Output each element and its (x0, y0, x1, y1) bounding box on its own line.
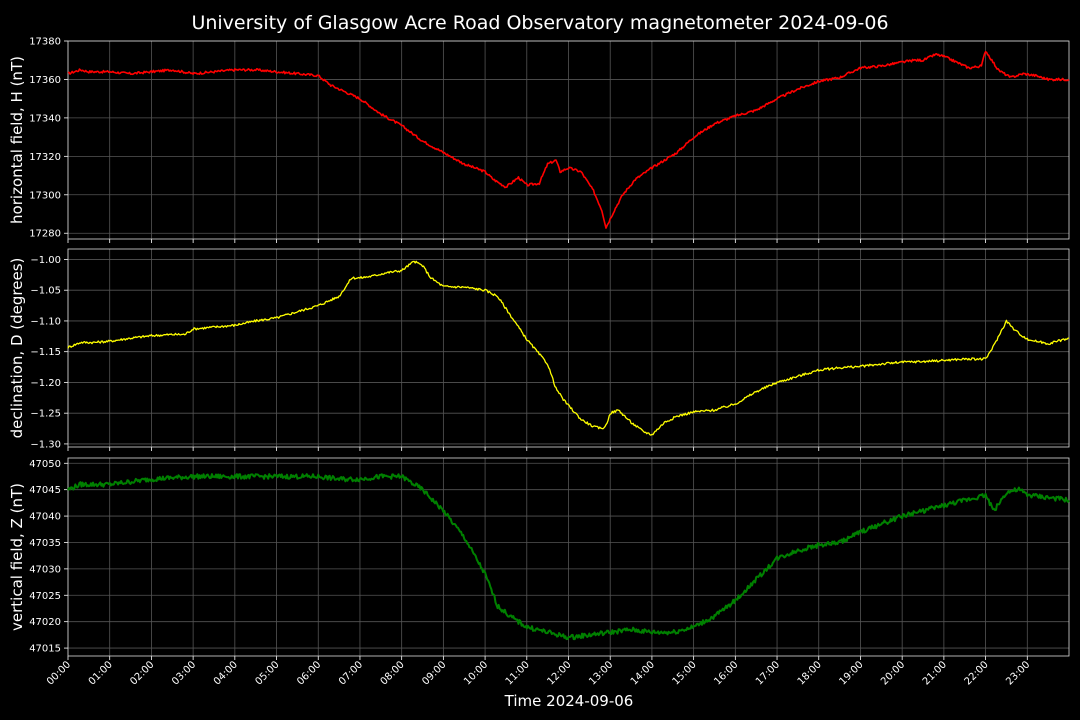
y-tick-label: −1.05 (30, 286, 61, 297)
panel-h: 17280 17300 17320 17340 17360 17380horizontal… (8, 37, 1070, 243)
x-tick-label: 13:00 (587, 659, 615, 687)
x-tick-label: 01:00 (87, 659, 115, 687)
x-tick-label: 18:00 (796, 659, 824, 687)
y-tick-label: −1.30 (30, 439, 61, 450)
x-tick-label: 20:00 (879, 659, 907, 687)
series-line-z (67, 473, 1070, 641)
y-tick-label: 17300 (29, 190, 61, 201)
y-tick-label: −1.25 (30, 409, 61, 420)
y-tick-label: 17320 (29, 152, 61, 163)
y-axis-label: vertical field, Z (nT) (8, 483, 26, 631)
y-tick-label: −1.00 (30, 255, 61, 266)
x-tick-label: 00:00 (45, 659, 73, 687)
panel-d: −1.30 −1.25 −1.20 −1.15 −1.10 −1.05 −1.00 decli… (8, 248, 1070, 451)
x-tick-label: 02:00 (128, 659, 156, 687)
x-tick-label: 16:00 (712, 659, 740, 687)
chart-title: University of Glasgow Acre Road Observat… (191, 12, 888, 34)
y-tick-label: −1.10 (30, 316, 61, 327)
x-tick-label: 04:00 (212, 659, 240, 687)
y-tick-label: 47035 (29, 538, 61, 549)
y-tick-label: 47030 (29, 564, 61, 575)
x-tick-label: 06:00 (295, 659, 323, 687)
x-tick-label: 07:00 (337, 659, 365, 687)
y-tick-label: 17380 (29, 37, 61, 48)
panel-frame (67, 457, 1070, 657)
x-tick-label: 15:00 (671, 659, 699, 687)
y-tick-label: 47020 (29, 617, 61, 628)
series-line-d (67, 260, 1070, 436)
y-tick-label: 17280 (29, 229, 61, 240)
x-tick-label: 12:00 (545, 659, 573, 687)
x-tick-label: 21:00 (921, 659, 949, 687)
x-tick-label: 19:00 (837, 659, 865, 687)
x-tick-label: 08:00 (379, 659, 407, 687)
x-tick-label: 11:00 (504, 659, 532, 687)
y-tick-label: 17340 (29, 113, 61, 124)
panel-frame (67, 40, 1070, 240)
x-tick-label: 05:00 (254, 659, 282, 687)
y-tick-label: 47045 (29, 485, 61, 496)
y-tick-label: 17360 (29, 75, 61, 86)
series-line-h (67, 50, 1070, 229)
x-tick-label: 03:00 (170, 659, 198, 687)
y-tick-label: 47040 (29, 512, 61, 523)
x-tick-label: 17:00 (754, 659, 782, 687)
x-tick-label: 23:00 (1004, 659, 1032, 687)
x-tick-label: 10:00 (462, 659, 490, 687)
y-axis-label: horizontal field, H (nT) (8, 56, 26, 224)
y-tick-label: 47050 (29, 459, 61, 470)
x-tick-label: 09:00 (420, 659, 448, 687)
x-axis-label: Time 2024-09-06 (504, 692, 634, 710)
y-tick-label: −1.20 (30, 378, 61, 389)
y-axis-label: declination, D (degrees) (8, 258, 26, 439)
panel-z: 47015 47020 47025 47030 47035 47040 47045 47050… (8, 457, 1070, 660)
x-tick-label: 14:00 (629, 659, 657, 687)
x-tick-label: 22:00 (963, 659, 991, 687)
y-tick-label: 47025 (29, 591, 61, 602)
y-tick-label: −1.15 (30, 347, 61, 358)
y-tick-label: 47015 (29, 644, 61, 655)
